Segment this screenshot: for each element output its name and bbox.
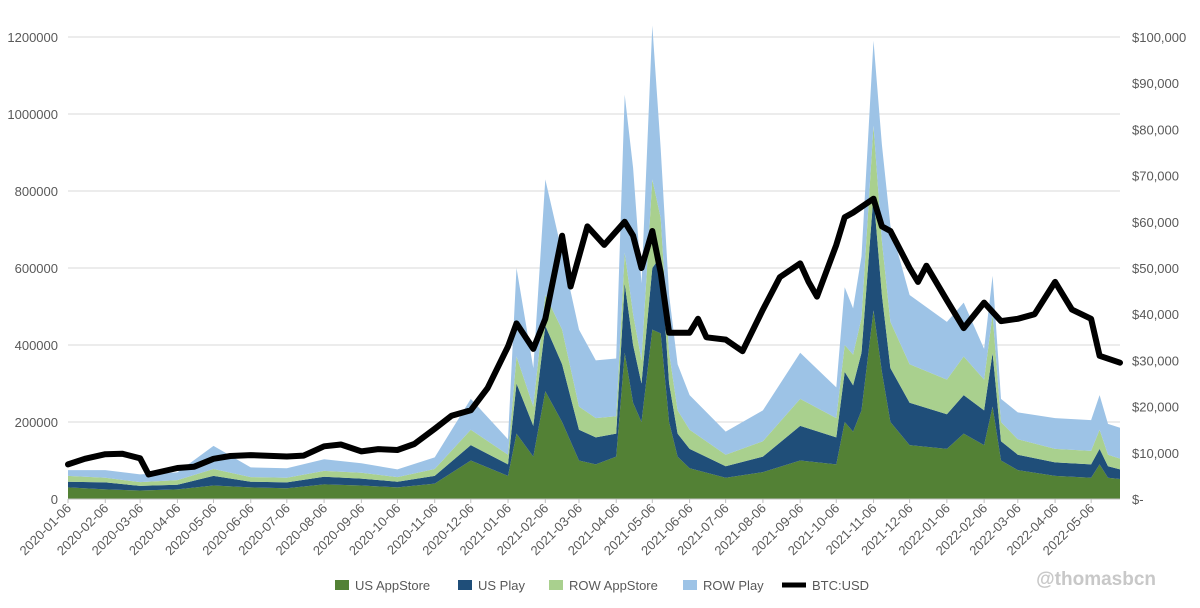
y-right-tick-label: $100,000: [1132, 30, 1186, 45]
btc-line: [65, 195, 1123, 478]
y-right-tick-label: $30,000: [1132, 353, 1179, 368]
watermark: @thomasbcn: [1036, 569, 1156, 590]
legend-swatch-row-appstore: [549, 580, 563, 590]
y-left-tick-label: 800000: [15, 184, 58, 199]
y-left-tick-label: 1200000: [7, 30, 58, 45]
legend: US AppStore US Play ROW AppStore ROW Play BT…: [335, 578, 869, 593]
y-axis-left: 0 200000 400000 600000 800000 1000000 1200000: [7, 30, 58, 507]
legend-label: ROW Play: [703, 578, 764, 593]
area-us-appstore: [68, 310, 1120, 499]
y-right-tick-label: $90,000: [1132, 76, 1179, 91]
btc-line-layer: [65, 195, 1123, 478]
y-right-tick-label: $10,000: [1132, 446, 1179, 461]
area-row-appstore: [68, 125, 1120, 486]
y-axis-right: $- $10,000 $20,000 $30,000 $40,000 $50,000 $60…: [1132, 30, 1186, 507]
y-right-tick-label: $50,000: [1132, 261, 1179, 276]
area-us-play: [68, 194, 1120, 491]
y-right-tick-label: $40,000: [1132, 307, 1179, 322]
legend-swatch-us-play: [458, 580, 472, 590]
y-left-tick-label: 1000000: [7, 107, 58, 122]
y-left-tick-label: 400000: [15, 338, 58, 353]
y-left-tick-label: 0: [51, 492, 58, 507]
y-right-tick-label: $60,000: [1132, 215, 1179, 230]
legend-label: BTC:USD: [812, 578, 869, 593]
area-row-play: [68, 25, 1120, 483]
legend-swatch-row-play: [683, 580, 697, 590]
legend-label: ROW AppStore: [569, 578, 658, 593]
legend-label: US Play: [478, 578, 525, 593]
y-left-tick-label: 200000: [15, 415, 58, 430]
stacked-areas: [68, 25, 1120, 499]
legend-label: US AppStore: [355, 578, 430, 593]
y-left-tick-label: 600000: [15, 261, 58, 276]
y-right-tick-label: $20,000: [1132, 400, 1179, 415]
y-right-tick-label: $80,000: [1132, 122, 1179, 137]
legend-swatch-us-appstore: [335, 580, 349, 590]
y-right-tick-label: $-: [1132, 492, 1144, 507]
y-right-tick-label: $70,000: [1132, 169, 1179, 184]
